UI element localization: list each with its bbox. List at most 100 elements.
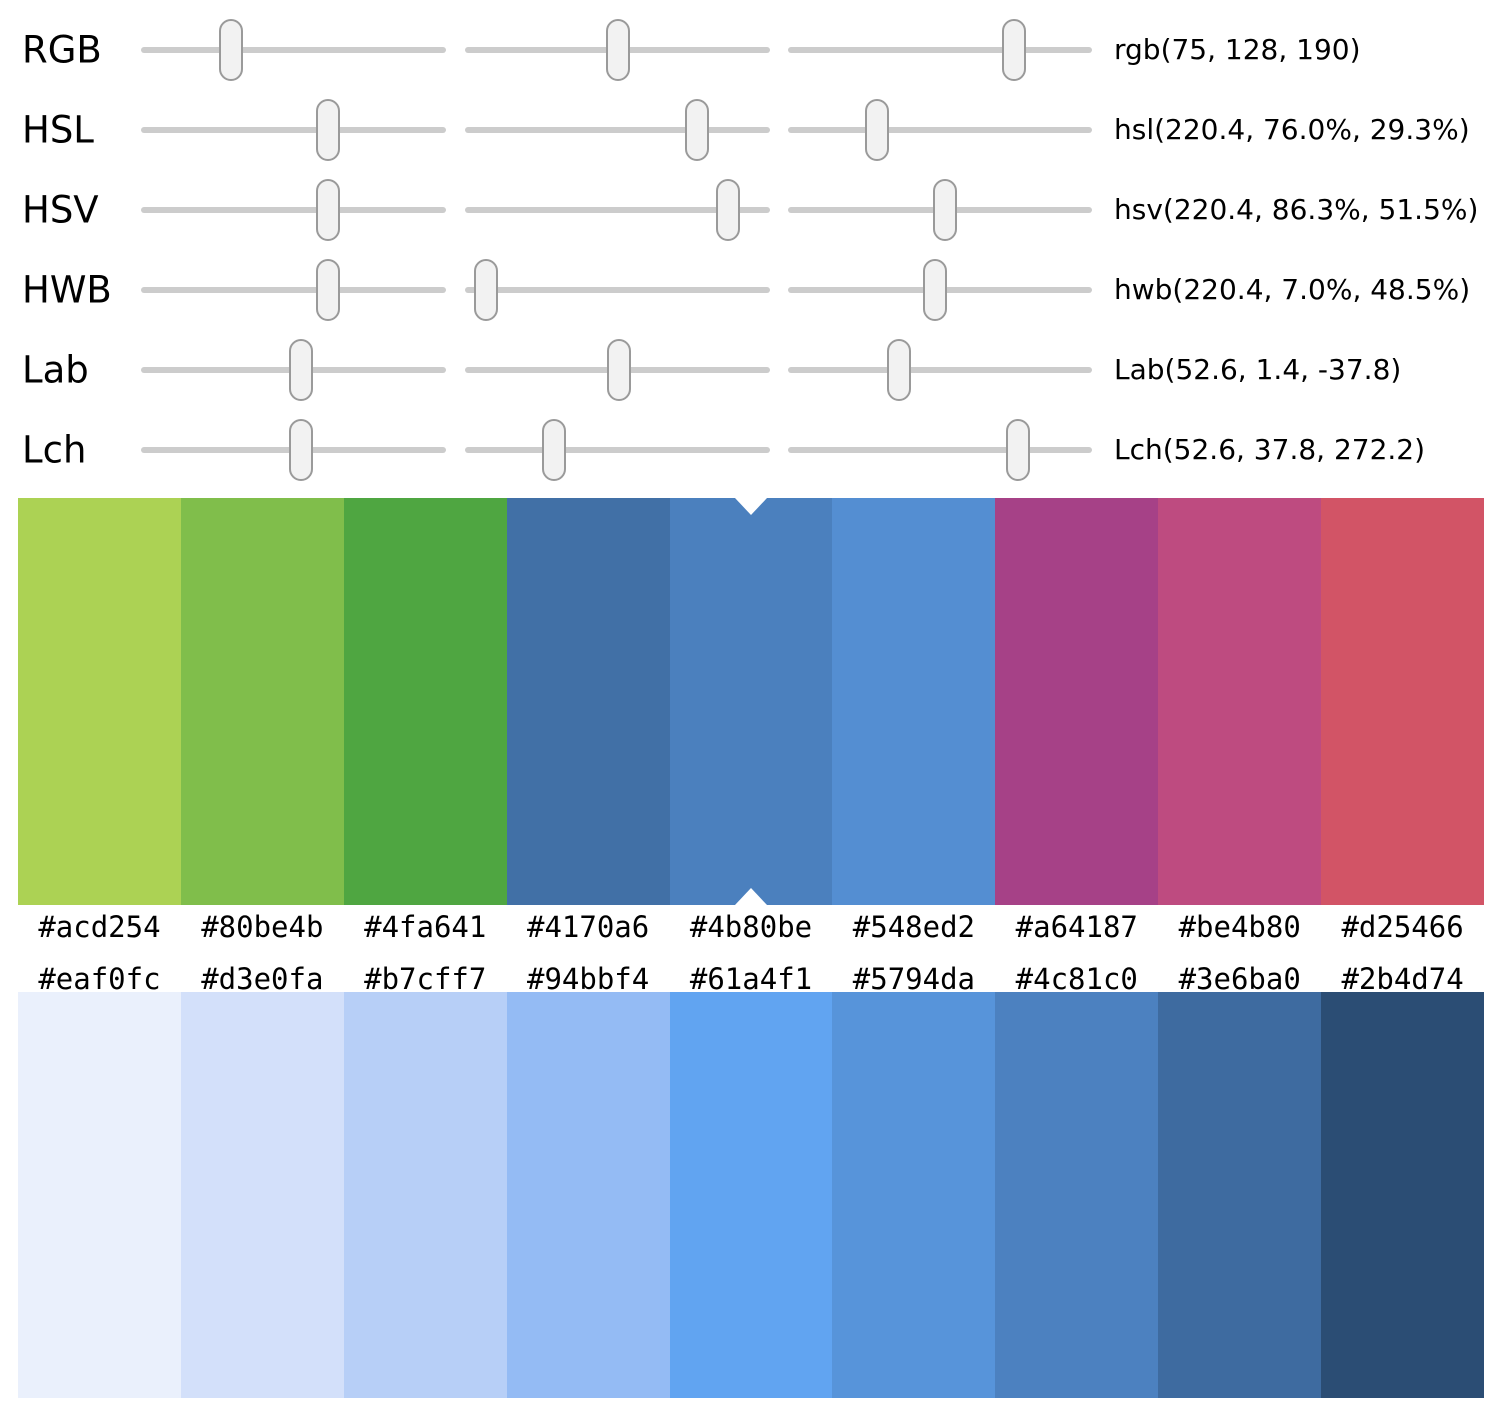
slider-hsl-channel-1[interactable] [141,98,446,162]
slider-lch-channel-3[interactable] [788,418,1092,482]
slider-thumb[interactable] [218,19,243,81]
slider-lab-channel-2[interactable] [465,338,770,402]
slider-thumb[interactable] [684,99,709,161]
palette-top-hex-label: #acd254 [38,910,161,944]
palette-top-hex-label: #d25466 [1341,910,1464,944]
slider-row-lch: Lch Lch(52.6, 37.8, 272.2) [0,410,1501,490]
palette-top-swatch[interactable] [18,498,181,905]
slider-lab-channel-3[interactable] [788,338,1092,402]
palette-bottom-swatch[interactable] [506,992,670,1398]
palette-bottom-hex-label: #94bbf4 [527,962,650,996]
slider-thumb[interactable] [1005,419,1030,481]
slider-lab-channel-1[interactable] [141,338,446,402]
slider-thumb[interactable] [865,99,890,161]
slider-track[interactable] [141,287,446,293]
palette-strip-top [18,498,1485,905]
palette-bottom-swatch[interactable] [995,992,1159,1398]
palette-bottom-hex-label: #b7cff7 [364,962,487,996]
palette-bottom-swatch[interactable] [18,992,181,1398]
palette-top-swatch[interactable] [1321,498,1485,905]
slider-hsl-channel-3[interactable] [788,98,1092,162]
slider-hsv-channel-2[interactable] [465,178,770,242]
slider-track[interactable] [141,47,446,53]
slider-track[interactable] [141,127,446,133]
palette-top-hex-label: #80be4b [201,910,324,944]
palette-top-swatch[interactable] [1158,498,1322,905]
palette-bottom-hex-label: #61a4f1 [689,962,813,996]
palette-top-hex-label: #4b80be [689,910,813,944]
palette-top-swatch[interactable] [832,498,996,905]
slider-thumb[interactable] [886,339,911,401]
slider-thumb[interactable] [923,259,948,321]
slider-value-text: hsv(220.4, 86.3%, 51.5%) [1114,193,1479,226]
palette-bottom-swatch[interactable] [1158,992,1322,1398]
palette-strip-bottom [18,992,1485,1398]
palette-top-swatch[interactable] [343,498,507,905]
slider-thumb[interactable] [315,179,340,241]
slider-track[interactable] [465,447,770,453]
slider-row-label: HWB [22,268,112,312]
slider-track[interactable] [141,207,446,213]
palette-hex-labels-bottom: #eaf0fc #d3e0fa #b7cff7 #94bbf4 #61a4f1 #5794… [18,957,1484,1001]
slider-thumb[interactable] [1002,19,1027,81]
palette-top-swatch[interactable] [180,498,344,905]
palette-bottom-swatch[interactable] [1321,992,1485,1398]
palette-top-hex-label: #4fa641 [364,910,487,944]
slider-track[interactable] [788,367,1092,373]
slider-row-label: HSL [22,108,94,152]
slider-thumb[interactable] [932,179,957,241]
slider-thumb[interactable] [289,419,314,481]
palette-bottom-hex-label: #5794da [852,962,975,996]
slider-thumb[interactable] [541,419,566,481]
palette-top-swatch[interactable] [995,498,1159,905]
slider-hwb-channel-2[interactable] [465,258,770,322]
slider-rgb-channel-2[interactable] [465,18,770,82]
slider-thumb[interactable] [315,259,340,321]
slider-track[interactable] [465,127,770,133]
slider-track[interactable] [788,447,1092,453]
palette-top-hex-label: #a64187 [1015,910,1138,944]
palette-bottom-swatch[interactable] [669,992,833,1398]
selected-swatch-marker-icon [735,888,767,905]
slider-track[interactable] [788,47,1092,53]
slider-rgb-channel-1[interactable] [141,18,446,82]
slider-thumb[interactable] [606,19,631,81]
palette-bottom-swatch[interactable] [180,992,344,1398]
slider-hwb-channel-3[interactable] [788,258,1092,322]
slider-rgb-channel-3[interactable] [788,18,1092,82]
slider-thumb[interactable] [607,339,632,401]
palette-top-swatch[interactable] [669,498,833,905]
slider-value-text: hwb(220.4, 7.0%, 48.5%) [1114,273,1471,306]
slider-track[interactable] [465,287,770,293]
slider-thumb[interactable] [289,339,314,401]
palette-bottom-hex-label: #4c81c0 [1015,962,1138,996]
slider-row-rgb: RGB rgb(75, 128, 190) [0,10,1501,90]
slider-lch-channel-1[interactable] [141,418,446,482]
slider-hwb-channel-1[interactable] [141,258,446,322]
palette-bottom-hex-label: #d3e0fa [201,962,324,996]
slider-track[interactable] [465,207,770,213]
slider-value-text: Lch(52.6, 37.8, 272.2) [1114,433,1426,466]
slider-hsl-channel-2[interactable] [465,98,770,162]
slider-value-text: Lab(52.6, 1.4, -37.8) [1114,353,1402,386]
slider-thumb[interactable] [474,259,499,321]
slider-row-label: HSV [22,188,99,232]
palette-top-swatch[interactable] [506,498,670,905]
slider-thumb[interactable] [716,179,741,241]
palette-bottom-swatch[interactable] [343,992,507,1398]
slider-lch-channel-2[interactable] [465,418,770,482]
slider-hsv-channel-1[interactable] [141,178,446,242]
slider-value-text: hsl(220.4, 76.0%, 29.3%) [1114,113,1470,146]
slider-row-label: Lch [22,428,87,472]
slider-row-hwb: HWB hwb(220.4, 7.0%, 48.5%) [0,250,1501,330]
palette-top-hex-label: #548ed2 [852,910,975,944]
slider-value-text: rgb(75, 128, 190) [1114,33,1361,66]
palette-bottom-swatch[interactable] [832,992,996,1398]
palette-top-hex-label: #4170a6 [527,910,650,944]
slider-row-lab: Lab Lab(52.6, 1.4, -37.8) [0,330,1501,410]
slider-hsv-channel-3[interactable] [788,178,1092,242]
slider-thumb[interactable] [315,99,340,161]
slider-row-hsv: HSV hsv(220.4, 86.3%, 51.5%) [0,170,1501,250]
slider-track[interactable] [788,127,1092,133]
